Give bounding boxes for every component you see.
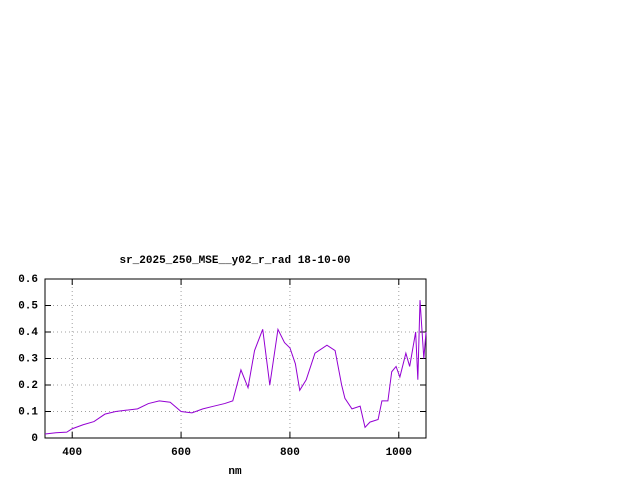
x-tick-label: 800: [280, 447, 300, 459]
x-tick-label: 400: [62, 447, 82, 459]
data-line: [44, 300, 427, 435]
y-tick-label: 0.3: [18, 353, 38, 365]
y-tick-label: 0.1: [18, 406, 38, 418]
plot-border: [44, 278, 427, 439]
y-tick-label: 0.2: [18, 380, 38, 392]
x-tick-label: 600: [171, 447, 191, 459]
x-axis-label: nm: [228, 466, 242, 478]
y-tick-label: 0.4: [18, 327, 38, 339]
y-tick-label: 0.6: [18, 274, 38, 286]
y-tick-label: 0.5: [18, 300, 38, 312]
x-tick-label: 1000: [386, 447, 412, 459]
y-tick-label: 0: [31, 433, 38, 445]
chart-title: sr_2025_250_MSE__y02_r_rad 18-10-00: [119, 255, 350, 267]
